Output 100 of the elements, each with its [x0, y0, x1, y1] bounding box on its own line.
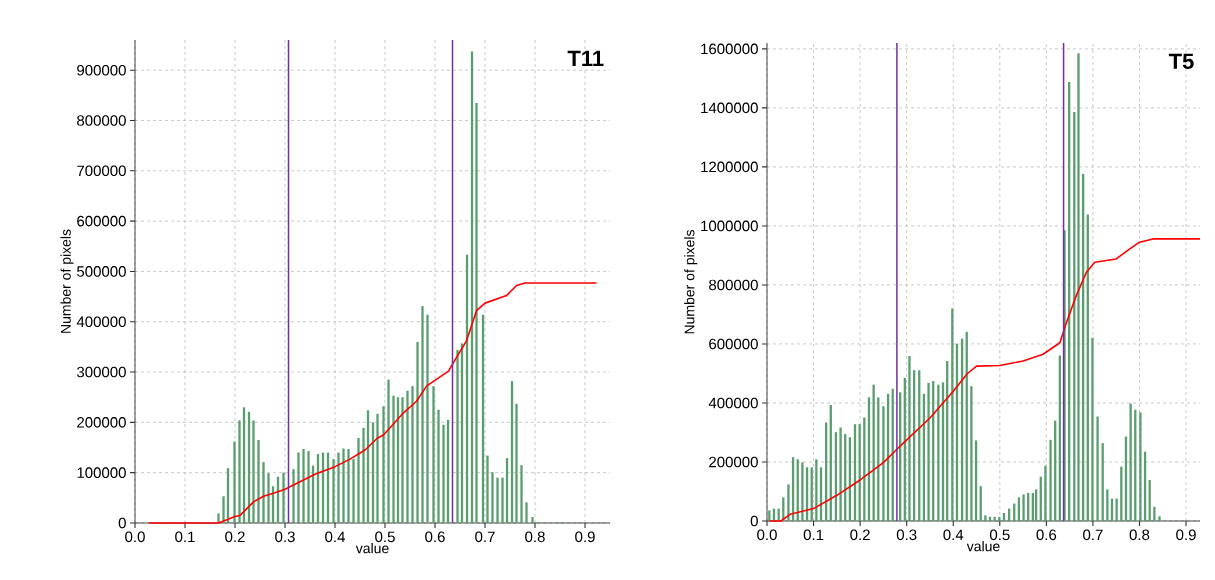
bar	[352, 459, 355, 523]
bar	[262, 462, 265, 523]
y-tick-label: 200000	[77, 417, 126, 428]
x-tick-label: 0.1	[803, 529, 824, 541]
y-tick-label: 0	[118, 517, 126, 529]
y-tick-label: 500000	[77, 266, 126, 277]
bar	[456, 349, 459, 523]
bar	[501, 477, 504, 523]
bar	[1077, 53, 1080, 521]
x-tick-label: 0.4	[325, 531, 345, 543]
x-tick-label: 0.3	[896, 529, 917, 541]
bar	[1096, 416, 1099, 521]
bar	[1129, 403, 1132, 521]
bar	[801, 462, 804, 521]
bar	[376, 413, 379, 523]
bar	[970, 386, 973, 521]
bar	[1049, 439, 1052, 521]
bar	[222, 496, 225, 523]
y-tick-label: 400000	[708, 397, 758, 409]
bar	[233, 441, 236, 523]
bar	[342, 448, 345, 523]
bar	[421, 306, 424, 523]
bar	[815, 459, 818, 521]
annotation: T5	[1168, 53, 1194, 70]
bar	[908, 356, 911, 521]
y-tick-label: 700000	[77, 165, 126, 177]
y-axis-title: Number of pixels	[60, 229, 74, 333]
x-tick-label: 0.9	[575, 531, 595, 543]
x-tick-label: 0.4	[943, 529, 964, 541]
x-tick-label: 0.9	[1176, 529, 1196, 541]
y-tick-label: 1600000	[701, 43, 758, 55]
y-tick-label: 1200000	[701, 161, 758, 173]
x-tick-label: 0.8	[1129, 529, 1150, 541]
bar	[531, 516, 534, 523]
bar	[525, 502, 528, 523]
bar	[252, 420, 255, 523]
bar	[1139, 412, 1142, 521]
x-tick-label: 0.6	[1036, 529, 1057, 541]
y-tick-label: 1400000	[701, 102, 758, 114]
x-tick-label: 0.1	[175, 531, 195, 543]
bar	[1158, 516, 1161, 521]
y-tick-label: 800000	[709, 279, 758, 291]
bar	[520, 465, 523, 523]
bar	[486, 455, 489, 523]
bar	[927, 382, 930, 521]
y-tick-label: 0	[750, 515, 758, 527]
y-axis-title: Number of pixels	[684, 230, 698, 334]
bar	[442, 424, 445, 523]
bar	[437, 409, 440, 523]
x-tick-label: 0.8	[525, 531, 545, 543]
bar	[984, 515, 987, 521]
bar	[426, 314, 429, 523]
y-tick-label: 600000	[77, 215, 126, 227]
y-tick-label: 600000	[709, 338, 758, 350]
y-tick-label: 900000	[77, 64, 126, 76]
bar	[1091, 337, 1094, 521]
bar	[787, 484, 790, 521]
x-tick-label: 0.0	[125, 531, 145, 543]
x-tick-label: 0.3	[275, 531, 295, 543]
annotation: T11	[567, 50, 604, 66]
bar	[515, 403, 518, 523]
bar	[302, 449, 305, 523]
bar	[332, 459, 335, 523]
bar	[416, 341, 419, 523]
bar	[1106, 489, 1109, 521]
x-tick-label: 0.0	[757, 529, 777, 541]
x-tick-label: 0.7	[1083, 529, 1103, 541]
bar	[777, 508, 780, 521]
bar	[401, 397, 404, 523]
bar	[382, 406, 385, 523]
bar	[496, 477, 499, 523]
bar	[238, 420, 241, 523]
x-tick-label: 0.2	[850, 529, 870, 541]
bar	[1153, 506, 1156, 521]
bar	[839, 427, 842, 521]
bar	[406, 390, 409, 523]
bar	[872, 384, 875, 521]
bar	[362, 427, 365, 523]
bar	[347, 449, 350, 523]
y-tick-label: 300000	[76, 366, 126, 378]
bar	[337, 452, 340, 523]
x-axis-title: value	[355, 543, 389, 554]
bar	[475, 102, 478, 523]
bar	[432, 386, 435, 523]
bar	[292, 469, 295, 523]
y-tick-label: 100000	[77, 467, 126, 478]
bar	[267, 473, 270, 523]
bar	[282, 472, 285, 523]
x-tick-label: 0.7	[475, 531, 495, 543]
bar	[307, 451, 310, 523]
x-tick-label: 0.5	[375, 531, 395, 543]
bar	[411, 386, 414, 523]
bar	[882, 406, 885, 521]
x-axis-title: value	[966, 541, 1000, 552]
bar	[357, 437, 360, 523]
bar	[392, 395, 395, 523]
bar	[257, 439, 260, 523]
x-tick-label: 0.2	[225, 531, 245, 543]
y-tick-label: 1000000	[701, 220, 758, 232]
y-tick-label: 800000	[77, 115, 126, 126]
